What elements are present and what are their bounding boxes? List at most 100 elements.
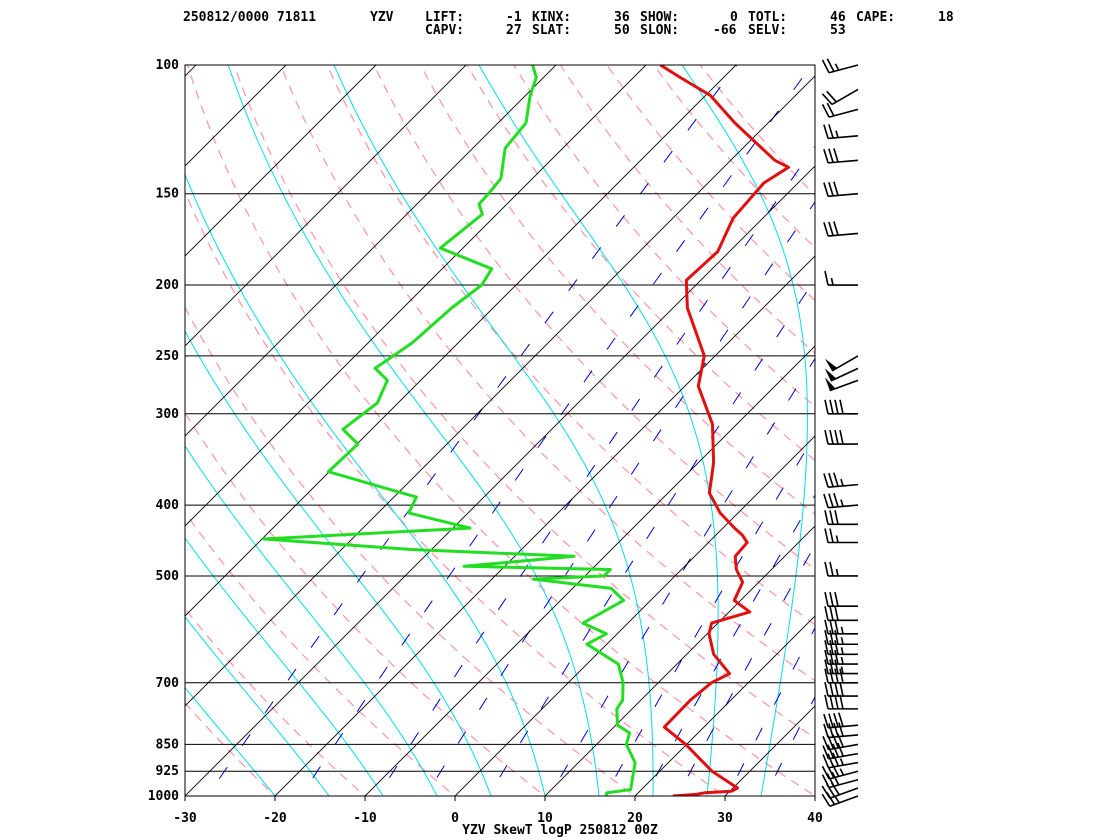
wind-barb xyxy=(824,619,858,635)
wind-barb xyxy=(824,630,858,646)
wind-barb-half-flag xyxy=(840,478,844,487)
dry-adiabat-line xyxy=(466,65,815,462)
wind-barb-flag xyxy=(824,270,829,286)
isotherm-line xyxy=(185,65,377,257)
wind-barb-flag xyxy=(824,668,829,683)
wind-barb-flag xyxy=(829,429,834,445)
wind-barb-flag xyxy=(829,592,834,607)
plot-frame xyxy=(184,64,816,797)
header-field: 46 xyxy=(830,10,846,25)
wind-barb-flag xyxy=(821,93,833,105)
wind-barb-flag xyxy=(824,619,829,634)
wind-barb-flag xyxy=(823,723,829,738)
wind-barb-flag xyxy=(824,630,829,645)
pressure-tick-label: 300 xyxy=(156,407,180,422)
wind-barb-flag xyxy=(834,649,839,665)
wind-barb xyxy=(824,659,858,675)
moist-adiabat-line xyxy=(681,65,808,796)
pressure-tick-label: 150 xyxy=(156,187,180,202)
isotherm-line xyxy=(0,49,122,812)
moist-adiabat-line xyxy=(185,615,330,796)
wind-barb-flag xyxy=(833,472,839,487)
temperature-tick-label: 30 xyxy=(717,811,733,826)
wind-barb-flag xyxy=(829,649,834,665)
wind-barb-flag xyxy=(839,694,844,710)
temperature-tick-labels: -30 -20 -10 0 10 20 30 40 xyxy=(173,796,823,826)
header-field: SHOW: xyxy=(640,10,679,25)
wind-barb-flag xyxy=(839,429,844,445)
wind-barb-flag xyxy=(829,510,834,525)
wind-barb-flag xyxy=(837,742,844,757)
wind-barbs xyxy=(821,58,859,808)
mixing-ratio-line xyxy=(549,357,815,796)
mixing-ratio-line xyxy=(726,627,815,796)
wind-barb-flag xyxy=(832,743,840,758)
mixing-ratio-line xyxy=(487,278,815,796)
wind-barb xyxy=(824,510,858,526)
temperature-tick-label: 40 xyxy=(807,811,823,826)
wind-barb-flag xyxy=(833,148,839,163)
dewpoint-profile-line xyxy=(262,65,637,796)
isotherms xyxy=(0,49,815,812)
pressure-tick-label: 1000 xyxy=(148,789,179,804)
dry-adiabat-line xyxy=(185,511,457,796)
isotherm-line xyxy=(274,255,815,796)
wind-barb-flag xyxy=(829,630,834,645)
wind-barb xyxy=(823,148,859,164)
wind-barb-flag xyxy=(834,399,839,414)
wind-barb-flag xyxy=(823,493,829,508)
wind-barb-flag xyxy=(821,793,831,807)
wind-barb-flag xyxy=(833,722,839,737)
wind-barb-flag xyxy=(826,773,835,787)
wind-barb-flag xyxy=(829,668,834,683)
wind-barb xyxy=(822,742,859,760)
wind-barb xyxy=(822,752,859,769)
wind-barb-flag xyxy=(821,59,830,74)
wind-barb xyxy=(821,88,859,106)
isotherm-line xyxy=(634,615,815,796)
wind-barb-half-flag xyxy=(839,768,845,776)
wind-barb-flag xyxy=(823,713,829,729)
wind-barb-half-flag xyxy=(840,499,844,507)
wind-barb-pennant xyxy=(825,358,838,371)
wind-barb-half-flag xyxy=(835,535,839,543)
isotherm-line xyxy=(185,65,737,617)
pressure-tick-label: 850 xyxy=(156,737,180,752)
wind-barb-flag xyxy=(833,712,839,728)
isotherm-line xyxy=(185,65,287,167)
wind-barb-flag xyxy=(823,124,829,139)
dry-adiabat-line xyxy=(185,306,637,796)
mixing-ratio-line xyxy=(809,783,815,796)
wind-barb-half-flag xyxy=(840,626,844,634)
wind-barb xyxy=(824,367,859,382)
wind-barb-flag xyxy=(831,771,840,786)
wind-barb-flag xyxy=(824,528,829,543)
wind-barb-flag xyxy=(824,606,829,621)
wind-barb xyxy=(824,606,858,622)
pressure-tick-label: 500 xyxy=(156,569,180,584)
header-field: TOTL: xyxy=(748,10,787,25)
wind-barb xyxy=(823,181,859,198)
dry-adiabat-line xyxy=(513,65,815,408)
moist-adiabat-line xyxy=(478,65,719,796)
wind-barb-flag xyxy=(822,754,830,769)
pressure-tick-label: 200 xyxy=(156,278,180,293)
wind-barb xyxy=(824,592,858,608)
mixing-ratio-line xyxy=(644,494,815,796)
dry-adiabat-line xyxy=(185,411,547,796)
isotherm-line xyxy=(185,65,197,77)
wind-barb-flag xyxy=(822,736,830,750)
background-lines xyxy=(0,49,815,812)
wind-barb xyxy=(825,377,859,392)
wind-barb-half-flag xyxy=(835,568,839,577)
wind-barb-flag xyxy=(828,472,834,488)
wind-barb-flag xyxy=(824,429,829,445)
wind-barb-flag xyxy=(834,619,839,634)
wind-barb-flag xyxy=(834,429,839,445)
wind-barb-flag xyxy=(821,104,830,118)
wind-barb-flag xyxy=(834,640,839,655)
wind-barb-flag xyxy=(839,681,844,697)
wind-barb-flag xyxy=(829,528,834,543)
wind-barb-flag xyxy=(824,510,829,525)
wind-barb-half-flag xyxy=(840,666,844,674)
